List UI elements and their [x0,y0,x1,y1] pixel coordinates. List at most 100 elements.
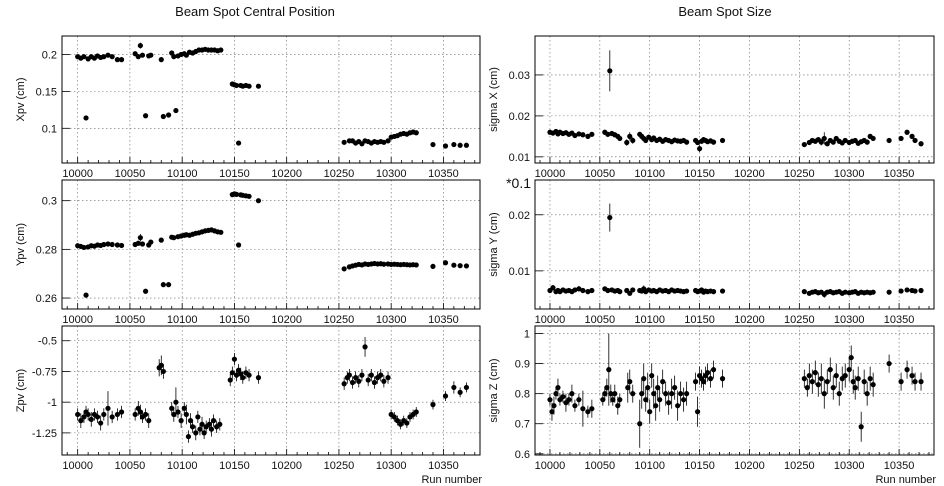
data-point [139,52,146,58]
x-tick-label: 10050 [115,168,146,180]
data-point [694,409,701,415]
y-tick-label: 0.7 [515,419,530,431]
data-point [81,414,87,420]
data-point [824,379,830,385]
data-point [630,137,636,144]
data-point [821,135,827,142]
y-tick-label: 0.26 [36,293,57,305]
data-point [101,54,107,60]
data-point [169,405,175,411]
y-tick-label: 0.1 [42,123,57,135]
data-point [572,287,578,293]
data-point [852,385,858,391]
data-point [804,385,810,391]
data-point [193,430,199,436]
x-tick-label: 10350 [884,314,915,326]
x-tick-label: 10050 [585,168,616,180]
y-tick-label: 0.8 [515,389,530,401]
data-point [463,384,470,391]
data-point [710,367,717,373]
data-point [553,391,559,397]
x-tick-label: 10300 [834,460,865,472]
x-tick-label: 10350 [428,460,459,472]
data-point [442,260,449,266]
data-point [580,406,586,412]
data-point [692,379,699,385]
data-point [233,191,240,197]
data-point [132,411,138,418]
data-point [442,393,449,399]
y-tick-label: 0.3 [42,196,57,208]
data-point [550,285,556,291]
data-point [660,379,666,385]
data-point [675,403,681,409]
data-point [842,137,848,144]
data-point [160,368,166,375]
data-point [630,391,636,397]
data-point [569,391,575,397]
data-point [255,375,262,381]
x-tick-label: 10300 [834,168,865,180]
data-point [815,382,821,388]
data-point [356,378,362,384]
x-tick-label: 10250 [324,460,355,472]
data-point [643,397,649,403]
x-tick-label: 10100 [634,460,665,472]
data-point [233,372,240,378]
data-point [672,385,678,391]
data-point [617,289,623,295]
data-point [118,242,125,249]
y-tick-label: 0.02 [509,111,530,123]
y-tick-label: 0.9 [515,359,530,371]
data-point [604,385,610,391]
data-point [710,139,717,145]
x-tick-label: 10150 [684,314,715,326]
data-point [148,239,154,245]
data-point [649,373,655,379]
data-point [341,266,347,272]
x-tick-label: 10000 [62,460,93,472]
data-point [684,391,690,397]
data-point [641,376,647,382]
y-tick-label: 0.01 [509,266,530,278]
data-point [651,391,657,397]
data-point [904,129,910,135]
x-tick-label: 10000 [62,314,93,326]
data-point [830,139,836,145]
data-point [663,391,669,397]
data-point [135,240,141,246]
data-point [88,416,94,422]
data-point [413,409,419,415]
data-point [694,139,701,146]
x-tick-label: 10250 [324,168,355,180]
data-point [585,289,591,295]
data-point [801,141,807,148]
x-tick-label: 10250 [784,168,815,180]
x-tick-label: 10150 [219,168,250,180]
data-point [666,400,672,406]
x-tick-label: 10150 [219,314,250,326]
data-point [547,397,553,403]
data-point [607,68,613,74]
data-point [615,403,621,409]
data-point [627,290,633,296]
data-point [580,132,586,138]
data-point [867,376,873,382]
data-point [173,399,179,405]
data-point [81,244,87,251]
x-tick-label: 10150 [219,460,250,472]
y-tick-label: -0.5 [38,336,57,348]
x-tick-label: 10100 [634,314,665,326]
data-point [143,288,149,294]
data-point [171,54,177,60]
y-tick-label: 0.2 [42,49,57,61]
data-point [105,405,111,411]
data-point [818,139,824,145]
data-point [617,135,623,142]
data-point [870,382,876,388]
data-point [397,421,404,427]
data-point [255,83,262,89]
x-tick-label: 10200 [734,460,765,472]
data-point [555,385,561,391]
